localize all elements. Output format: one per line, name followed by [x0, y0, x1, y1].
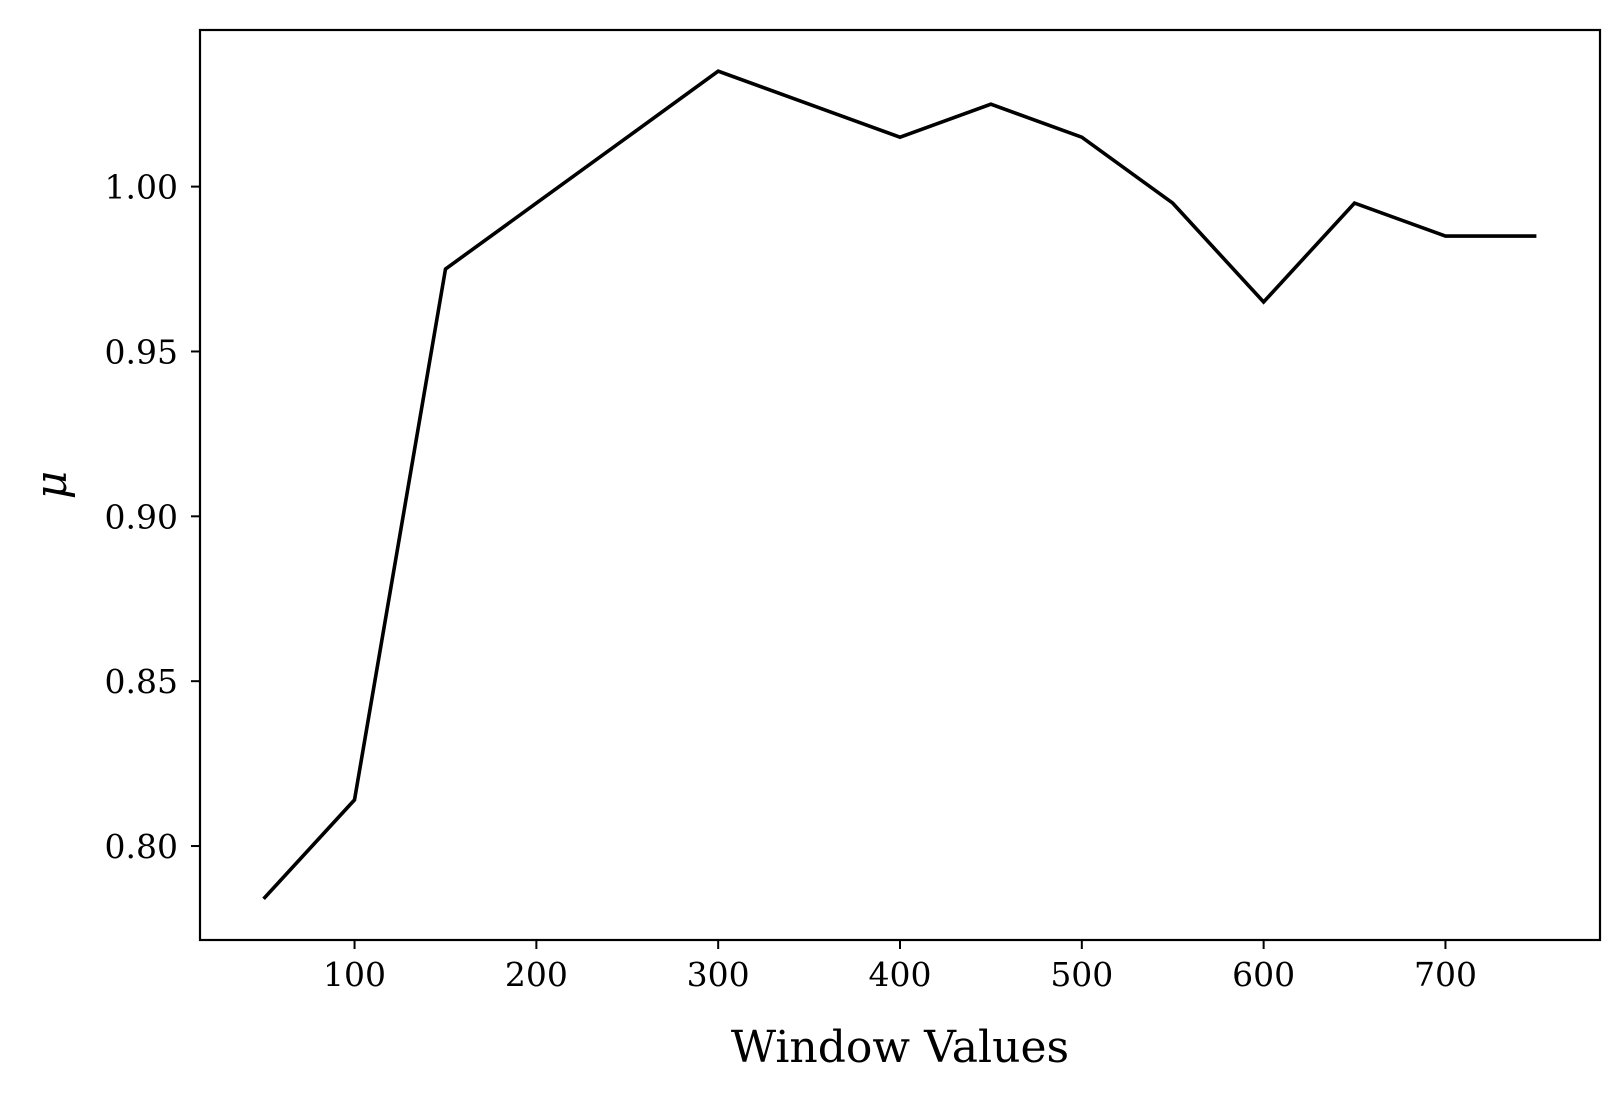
y-tick-label: 0.90 — [105, 497, 178, 536]
y-tick-label: 0.80 — [105, 827, 178, 866]
y-axis-label: μ — [26, 471, 77, 500]
x-tick-label: 500 — [1050, 955, 1113, 994]
y-axis-ticks: 0.80 0.85 0.90 0.95 1.00 — [105, 168, 200, 866]
y-tick-label: 1.00 — [105, 168, 178, 207]
series-line — [262, 69, 1537, 901]
x-tick-label: 600 — [1232, 955, 1295, 994]
y-tick-label: 0.85 — [105, 662, 178, 701]
x-tick-label: 400 — [869, 955, 932, 994]
x-axis-label: Window Values — [731, 1022, 1069, 1073]
plot-frame — [198, 28, 1602, 942]
x-tick-label: 100 — [323, 955, 386, 994]
series-layer — [262, 69, 1537, 901]
y-tick-label: 0.95 — [105, 332, 178, 371]
x-tick-label: 700 — [1414, 955, 1477, 994]
x-tick-label: 300 — [687, 955, 750, 994]
x-tick-label: 200 — [505, 955, 568, 994]
x-axis-ticks: 100 200 300 400 500 600 700 — [323, 940, 1477, 994]
